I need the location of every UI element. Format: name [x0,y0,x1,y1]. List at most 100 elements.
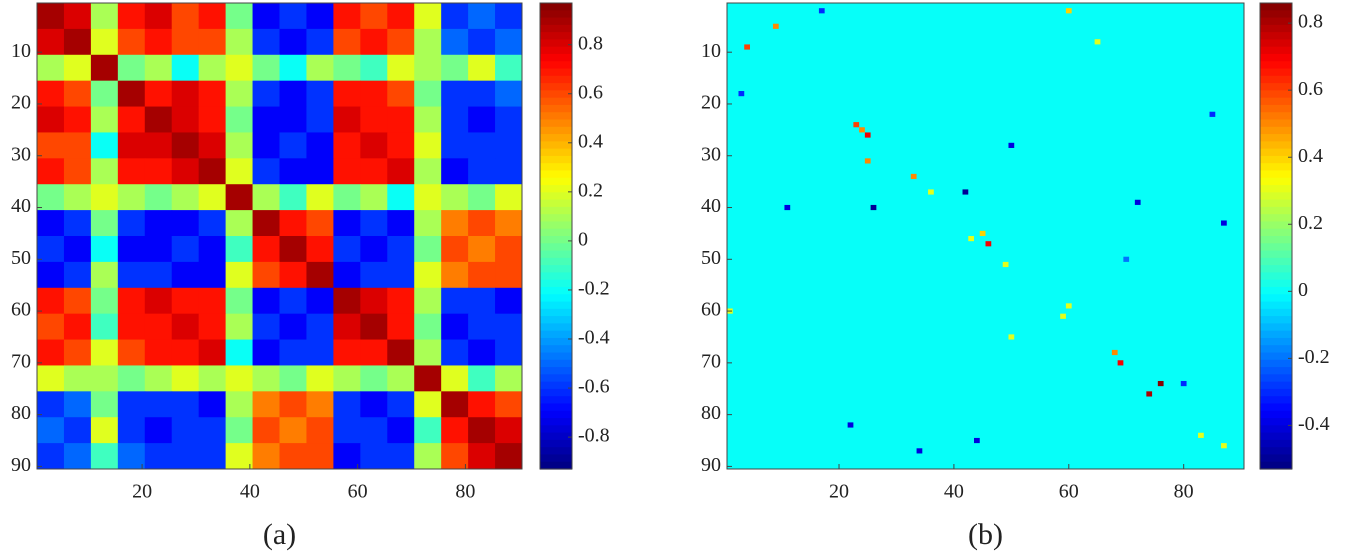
heatmap-cell [279,287,307,315]
heatmap-cell [441,158,469,185]
heatmap-cell [63,158,92,185]
heatmap-cell [441,287,469,315]
colorbar-segment [540,90,572,99]
heatmap-cell [198,3,227,30]
y-tick-label: 40 [701,195,721,217]
heatmap-cell [360,132,388,159]
heatmap-cell [252,184,280,211]
colorbar-segment [1260,185,1292,193]
heatmap-cell [117,236,146,263]
heatmap-cell [1221,220,1227,226]
heatmap-cell [63,391,92,418]
heatmap-cell [387,80,415,108]
heatmap-cell [225,287,254,315]
heatmap-cell [360,54,388,82]
colorbar-segment [540,250,572,259]
heatmap-cell [414,132,442,159]
heatmap-cell [468,106,496,133]
colorbar-tick-label: 0.4 [1298,145,1323,167]
heatmap-cell [279,184,307,211]
colorbar-segment [1260,257,1292,266]
heatmap-cell [279,236,307,263]
heatmap-cell [1060,313,1066,319]
heatmap-cell [198,261,227,289]
heatmap-cell [63,210,92,237]
colorbar-segment [540,10,572,19]
heatmap-cell [468,313,496,341]
heatmap-cell [333,3,361,30]
colorbar-segment [1260,359,1292,368]
heatmap-cell [360,236,388,263]
colorbar-segment [1260,53,1292,62]
heatmap-cell [144,54,173,82]
heatmap-cell [279,365,307,392]
heatmap-cell [306,417,334,444]
heatmap-cell [414,417,442,444]
heatmap-cell [279,132,307,159]
colorbar-segment [540,447,572,456]
heatmap-cell [495,210,523,237]
heatmap-cell [225,28,254,56]
colorbar-segment [540,192,572,201]
heatmap-cell [1002,261,1009,268]
colorbar-tick-label: 0.8 [578,32,603,54]
heatmap-cell [414,80,442,108]
colorbar-segment [1260,68,1292,77]
colorbar-segment [1260,228,1292,237]
heatmap-cell [360,210,388,237]
colorbar-segment [540,199,572,208]
colorbar-tick-label: 0.6 [1298,78,1323,100]
heatmap-cell [198,106,227,133]
heatmap-cell [225,106,254,133]
colorbar-segment [1260,3,1292,11]
heatmap-cell [144,3,173,30]
heatmap-cell [37,391,65,418]
heatmap-cell [495,158,523,185]
colorbar-segment [1260,374,1292,383]
heatmap-cell [387,3,415,30]
heatmap-cell [90,443,119,470]
heatmap-cell [1180,380,1187,387]
heatmap-cell [968,236,975,242]
colorbar-tick-label: 0.4 [578,130,603,152]
colorbar-segment [1260,265,1292,274]
colorbar-segment [540,316,572,324]
heatmap-cell [1157,380,1164,387]
heatmap-cell [306,313,334,341]
colorbar-segment [1260,83,1292,91]
heatmap-cell [37,80,65,108]
heatmap-cell [414,106,442,133]
heatmap-cell [333,236,361,263]
heatmap-cell [414,28,442,56]
heatmap-cell [279,3,307,30]
y-tick-label: 70 [11,350,31,372]
heatmap-cell [171,443,200,470]
colorbar-segment [1260,396,1292,405]
heatmap-cell [414,54,442,82]
colorbar-segment [1260,148,1292,157]
heatmap-cell [37,236,65,263]
heatmap-cell [387,417,415,444]
colorbar-segment [540,243,572,252]
y-tick-label: 50 [701,247,721,269]
heatmap-cell [360,3,388,30]
heatmap-cell [37,443,65,470]
heatmap-cell [198,313,227,341]
colorbar-segment [1260,75,1292,84]
heatmap-cell [414,158,442,185]
heatmap-cell [171,80,200,108]
heatmap-cell [144,28,173,56]
heatmap-cell [37,365,65,392]
heatmap-cell [198,287,227,315]
x-tick-label: 60 [1059,481,1079,503]
heatmap-cell [144,391,173,418]
panel: 20 40 60 80 10 20 30 40 50 60 70 80 90 -0.8 -0.6 -0.4 -0… [11,2,610,551]
colorbar-tick-label: -0.8 [578,425,610,447]
heatmap-cell [225,391,254,418]
heatmap-cell [1065,303,1072,309]
colorbar-segment [540,425,572,434]
colorbar-segment [1260,17,1292,26]
heatmap-cell [387,158,415,185]
colorbar-segment [1260,308,1292,317]
heatmap-cell [225,339,254,366]
